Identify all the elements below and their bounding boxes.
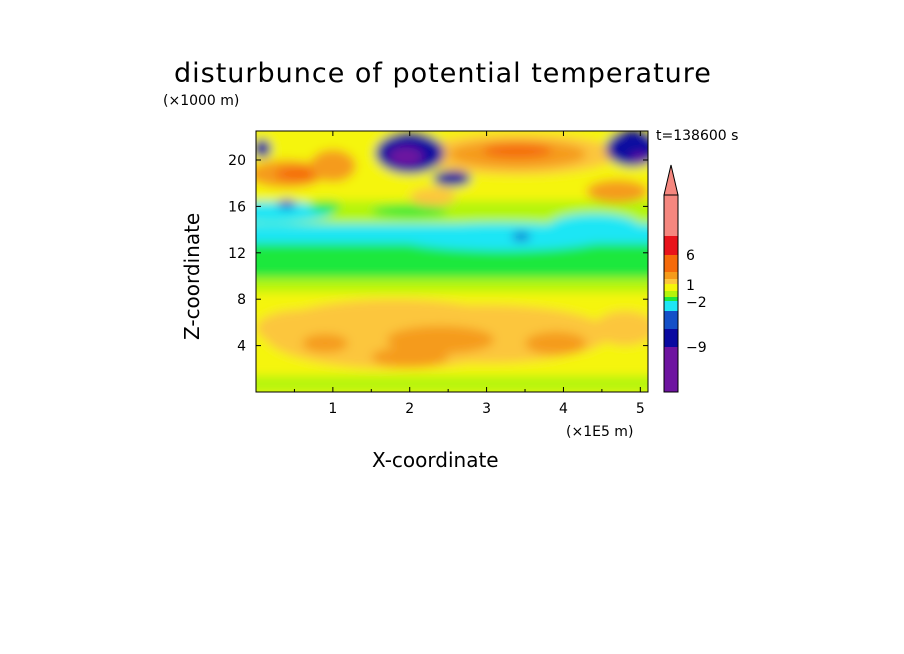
colorbar-arrow xyxy=(663,164,679,196)
colorbar-segment xyxy=(664,272,678,279)
y-tick-label: 20 xyxy=(228,153,246,169)
colorbar-segment xyxy=(664,255,678,272)
colorbar-segment xyxy=(664,297,678,301)
colorbar-segment xyxy=(664,195,678,236)
colorbar-segment xyxy=(664,291,678,297)
field-patch xyxy=(386,325,495,354)
chart-title: disturbunce of potential temperature xyxy=(174,58,712,89)
x-axis: 1 2 3 4 5 xyxy=(293,131,645,417)
field-patch xyxy=(371,205,449,217)
contour-field xyxy=(256,131,648,392)
field-patch xyxy=(525,331,587,355)
field-band xyxy=(256,243,648,279)
colorbar-frame xyxy=(663,194,679,393)
colorbar-segment xyxy=(664,279,678,284)
colorbar-segment xyxy=(664,284,678,291)
field-patch xyxy=(388,147,423,166)
field-patch xyxy=(309,200,341,213)
y-tick-label: 8 xyxy=(237,292,246,308)
x-axis-label: X-coordinate xyxy=(372,448,499,472)
x-axis-unit: (×1E5 m) xyxy=(566,424,634,440)
colorbar-segment xyxy=(664,311,678,329)
x-tick-label: 3 xyxy=(482,401,491,417)
field-patch xyxy=(409,187,456,207)
field-patch xyxy=(594,310,648,346)
colorbar-label: 1 xyxy=(686,278,695,294)
x-tick-label: 5 xyxy=(636,401,645,417)
y-tick-label: 4 xyxy=(237,339,246,355)
field-patch xyxy=(586,179,648,203)
colorbar-segment xyxy=(664,329,678,347)
x-tick-label: 1 xyxy=(328,401,337,417)
field-patch xyxy=(432,170,472,187)
field-patch xyxy=(302,334,349,353)
colorbar-label: −9 xyxy=(686,340,707,356)
time-label: t=138600 s xyxy=(656,128,739,144)
colorbar-label: 6 xyxy=(686,248,695,264)
colorbar-segment xyxy=(664,301,678,311)
y-tick-label: 12 xyxy=(228,246,246,262)
colorbar-label: −2 xyxy=(686,295,707,311)
plot-frame xyxy=(255,130,649,393)
y-axis-unit: (×1000 m) xyxy=(163,93,240,109)
field-band xyxy=(256,278,648,293)
field-band xyxy=(256,375,648,392)
colorbar: 6 1−2 −9 xyxy=(663,164,707,393)
colorbar-segment xyxy=(664,347,678,392)
field-patch xyxy=(277,199,296,209)
colorbar-segment xyxy=(664,236,678,255)
field-patch xyxy=(371,346,449,368)
field-patch xyxy=(631,154,648,164)
y-tick-label: 16 xyxy=(228,199,246,215)
x-tick-label: 4 xyxy=(559,401,568,417)
field-patch xyxy=(275,166,322,181)
field-patch xyxy=(309,149,356,183)
y-axis: 4 8 12 16 20 xyxy=(228,153,648,355)
field-patch xyxy=(548,213,641,242)
field-patch xyxy=(256,139,272,158)
field-patch xyxy=(482,143,552,158)
field-band xyxy=(256,200,648,224)
field-patch xyxy=(511,232,531,241)
x-tick-label: 2 xyxy=(405,401,414,417)
